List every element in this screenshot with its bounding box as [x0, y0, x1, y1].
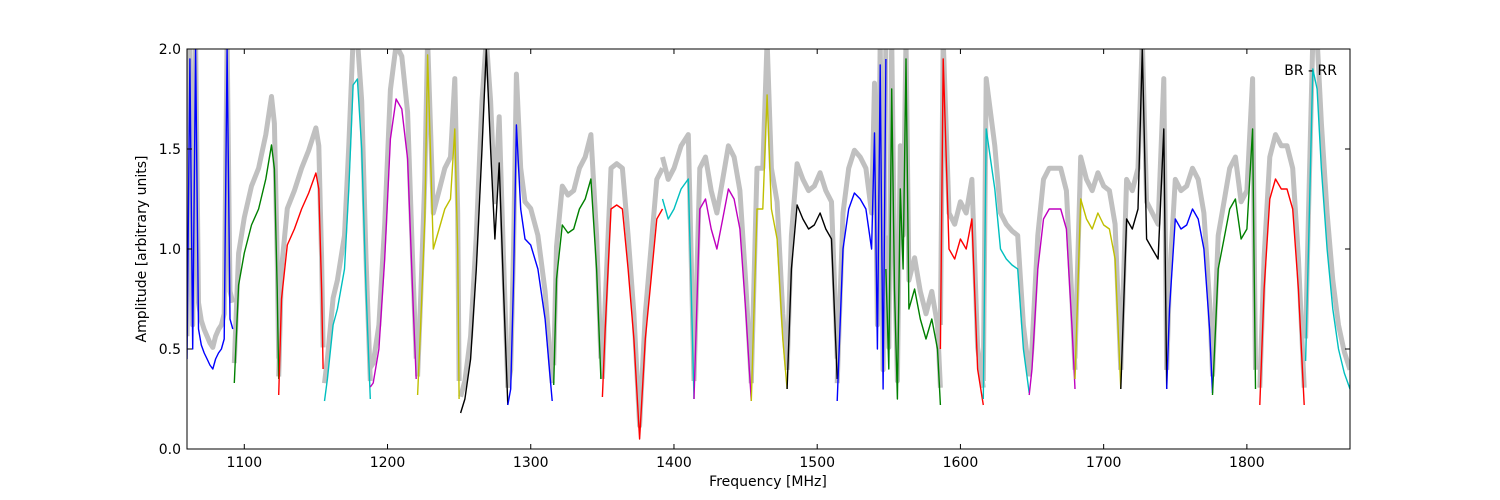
series-line-22: [1166, 208, 1214, 394]
background-envelope-24: [1257, 132, 1307, 388]
series-line-16: [885, 58, 942, 406]
background-envelope-20: [1072, 154, 1124, 370]
series-line-18: [982, 128, 1030, 400]
series-line-23: [1211, 128, 1257, 396]
series-line-10: [601, 204, 664, 440]
background-envelope-9: [551, 132, 604, 366]
background-envelope-14: [784, 161, 840, 370]
series-line-24: [1259, 178, 1305, 406]
series-line-5: [369, 98, 417, 388]
background-envelope-13: [748, 49, 790, 384]
x-tick-label: 1300: [513, 455, 549, 471]
series-line-19: [1028, 208, 1076, 396]
series-line-6: [416, 54, 460, 400]
series-line-2: [233, 144, 280, 384]
series-line-20: [1074, 198, 1122, 390]
series-line-25: [1304, 68, 1350, 390]
series-line-14: [786, 204, 838, 390]
y-tick-label: 2.0: [159, 42, 181, 58]
x-axis-label: Frequency [MHz]: [709, 474, 827, 490]
series-line-3: [278, 172, 324, 396]
x-tick-label: 1500: [799, 455, 835, 471]
series-line-11: [661, 178, 695, 400]
x-tick-label: 1600: [943, 455, 979, 471]
series-line-15: [836, 58, 887, 402]
series-line-17: [939, 58, 984, 406]
series-line-13: [750, 94, 788, 402]
background-envelope-3: [276, 125, 326, 377]
series-line-9: [553, 178, 602, 386]
background-envelope-4: [322, 49, 373, 384]
background-envelope-8: [505, 71, 555, 389]
series-line-1: [187, 49, 234, 370]
background-envelope-22: [1164, 165, 1215, 375]
x-tick-label: 1400: [656, 455, 692, 471]
y-tick-label: 1.0: [159, 242, 181, 258]
x-tick-label: 1200: [370, 455, 406, 471]
x-tick-label: 1700: [1086, 455, 1122, 471]
background-envelope-2: [231, 94, 282, 364]
background-envelope-17: [937, 49, 986, 389]
x-tick-label: 1100: [226, 455, 262, 471]
x-tick-label: 1800: [1229, 455, 1265, 471]
background-envelope-10: [599, 161, 665, 429]
background-envelope-6: [415, 49, 462, 382]
series-line-7: [459, 49, 509, 414]
background-envelope-7: [458, 49, 511, 398]
background-envelope-5: [368, 49, 419, 369]
series-line-12: [693, 188, 752, 402]
y-axis-label: Amplitude [arbitrary units]: [134, 156, 150, 343]
series-line-8: [507, 124, 553, 406]
x-axis: 1100 1200 1300 1400 1500 1600 1700 1800: [226, 49, 1265, 471]
series-line-21: [1120, 49, 1168, 390]
y-tick-label: 1.5: [159, 142, 181, 158]
y-tick-label: 0.5: [159, 342, 181, 358]
series-line-4: [323, 78, 371, 402]
background-envelope-19: [1026, 165, 1078, 377]
background-envelope-11: [660, 132, 697, 382]
background-envelope-25: [1303, 49, 1350, 371]
background-envelope-12: [691, 143, 754, 384]
y-axis: 0.0 0.5 1.0 1.5 2.0: [159, 42, 1350, 458]
y-tick-label: 0.0: [159, 442, 181, 458]
series-layer: [187, 49, 1350, 440]
background-envelope-23: [1210, 76, 1258, 377]
background-envelope-18: [980, 76, 1032, 382]
annotation-label: BR - RR: [1284, 63, 1337, 79]
